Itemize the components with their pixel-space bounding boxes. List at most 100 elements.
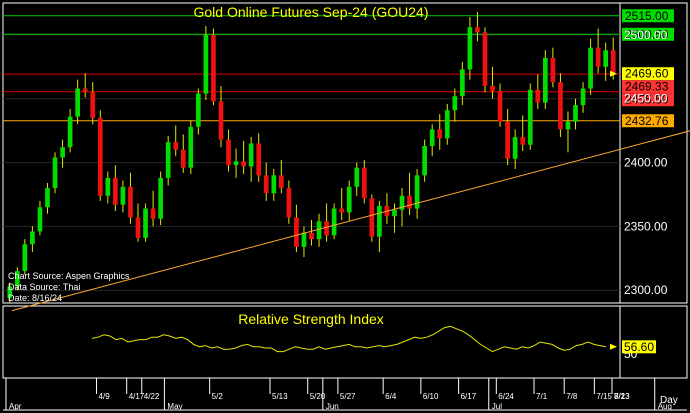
candle-body xyxy=(30,231,35,245)
rsi-value-label: 56.60 xyxy=(624,340,654,354)
candle-body xyxy=(294,217,299,247)
candle-body xyxy=(369,198,375,237)
candle-body xyxy=(226,139,231,166)
data-source: Data Source: Thai xyxy=(8,282,80,292)
candle-body xyxy=(339,208,345,213)
candle-body xyxy=(203,34,209,94)
price-tick-label: 2500.00 xyxy=(624,28,668,42)
candle-body xyxy=(241,161,246,167)
candle-body xyxy=(505,121,510,159)
candle-body xyxy=(45,188,50,208)
candle-body xyxy=(7,286,13,298)
price-tag-label: 2500.50 xyxy=(625,27,669,41)
candle-body xyxy=(278,175,284,189)
date-tick-label: 7/15 xyxy=(596,392,612,401)
price-axis-labels: 2300.00 2350.00 2400.00 2450.00 2500.00 xyxy=(624,28,668,297)
candle-body xyxy=(595,47,601,67)
candle-body xyxy=(67,116,73,148)
month-label: Apr xyxy=(9,402,22,411)
candle-body xyxy=(452,96,458,111)
price-tick-label: 2400.00 xyxy=(624,156,668,170)
horizontal-level-lines xyxy=(3,15,620,122)
candle-body xyxy=(467,27,473,70)
candle-body xyxy=(120,186,126,205)
candle-body xyxy=(497,91,503,122)
month-label: Jul xyxy=(492,402,502,411)
price-tag xyxy=(622,67,674,81)
date-tick-label: 8/1 xyxy=(614,392,626,401)
chart-date: Date: 8/16/24 xyxy=(8,293,62,303)
price-tag xyxy=(622,114,674,128)
support-trendline xyxy=(11,130,690,312)
price-tag xyxy=(622,27,674,41)
candle-body xyxy=(377,205,382,237)
price-tick-label: 2350.00 xyxy=(624,219,668,233)
date-axis-labels: 4/9 4/17 4/22 5/2 5/13 5/20 5/27 6/4 6/10 6/17 6/2… xyxy=(5,378,672,411)
candle-body xyxy=(113,177,118,205)
candle-body xyxy=(437,129,443,139)
candle-body xyxy=(37,207,43,232)
candle-body xyxy=(414,175,420,209)
candle-body xyxy=(512,137,518,159)
candle-body xyxy=(286,188,292,218)
candle-body xyxy=(588,47,593,89)
grid-lines xyxy=(3,34,620,291)
month-label: Aug xyxy=(658,402,672,411)
candle-body xyxy=(180,149,186,168)
candle-body xyxy=(135,217,141,238)
candle-body xyxy=(256,143,262,176)
candle-body xyxy=(422,145,427,176)
chart-title: Gold Online Futures Sep-24 (GOU24) xyxy=(194,4,429,20)
candle-body xyxy=(82,88,88,93)
date-tick-label: 4/17 xyxy=(129,392,145,401)
date-tick-label: 4/22 xyxy=(144,392,160,401)
candle-body xyxy=(97,117,103,196)
price-tag-label: 2515.00 xyxy=(625,9,669,23)
candle-body xyxy=(233,161,239,166)
candle-body xyxy=(399,195,405,210)
price-tag-label: 2455.50 xyxy=(625,93,669,107)
candle-body xyxy=(354,167,360,187)
candlesticks xyxy=(7,11,616,303)
price-tick-label: 2450.00 xyxy=(624,92,668,106)
price-tag-label: 2469.33 xyxy=(625,80,669,94)
candle-body xyxy=(550,57,556,83)
candle-body xyxy=(603,50,609,67)
price-panel-frame xyxy=(2,2,688,304)
candle-body xyxy=(316,221,322,240)
price-tag-label: 2432.76 xyxy=(625,114,669,128)
candle-body xyxy=(263,175,269,194)
candle-body xyxy=(573,105,578,122)
date-tick-label: 6/24 xyxy=(498,392,514,401)
candle-body xyxy=(143,208,148,238)
date-tick-label: 7/1 xyxy=(536,392,548,401)
candle-body xyxy=(535,89,541,103)
trendline-layer xyxy=(11,130,690,312)
date-tick-label: 5/2 xyxy=(212,392,224,401)
candle-body xyxy=(271,175,277,194)
candle-body xyxy=(527,89,533,145)
candle-body xyxy=(218,101,224,140)
rsi-line xyxy=(91,325,607,353)
date-tick-label: 6/4 xyxy=(385,392,397,401)
date-tick-label: 6/10 xyxy=(423,392,439,401)
candle-body xyxy=(105,177,111,196)
candle-body xyxy=(392,209,397,217)
date-tick-label: 5/20 xyxy=(310,392,326,401)
candle-body xyxy=(429,129,435,146)
candle-body xyxy=(75,88,80,117)
candle-body xyxy=(196,93,201,127)
date-tick-label: 7/8 xyxy=(566,392,578,401)
month-label: Jun xyxy=(326,402,339,411)
candle-body xyxy=(444,110,450,139)
rsi-value-tag xyxy=(622,340,656,354)
date-tick-label: 8/13 xyxy=(614,392,630,401)
candle-body xyxy=(475,27,480,33)
candle-body xyxy=(60,147,65,158)
candle-body xyxy=(150,208,156,219)
price-tag xyxy=(622,80,674,94)
